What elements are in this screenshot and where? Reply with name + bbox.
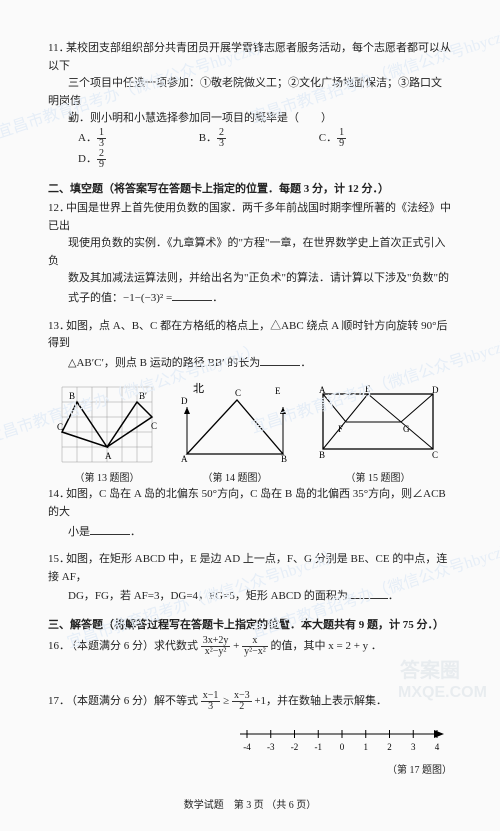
svg-text:B: B — [319, 450, 325, 460]
figure-13-caption: （第 13 题图） — [57, 469, 157, 484]
svg-text:F: F — [338, 424, 343, 434]
question-14: 14．如图，C 岛在 A 岛的北偏东 50°方向，C 岛在 B 岛的北偏西 35… — [48, 486, 452, 541]
svg-text:B: B — [281, 454, 287, 464]
svg-text:E: E — [365, 384, 371, 394]
svg-text:-2: -2 — [291, 742, 299, 752]
figure-14: 北 E A B C D （第 14 题图） — [175, 382, 295, 484]
svg-text:1: 1 — [364, 742, 369, 752]
question-13: 13．如图，点 A、B、C 都在方格纸的格点上，△ABC 绕点 A 顺时针方向旋… — [48, 318, 452, 373]
number-line: -4 -3 -2 -1 0 1 2 3 4 （第 17 题图） — [48, 722, 452, 776]
q11-line3: 勤．则小明和小慧选择参加同一项目的概率是（ ） — [48, 112, 332, 124]
svg-text:MXQE.COM: MXQE.COM — [398, 684, 487, 701]
q11-choices: A．13 B．23 C．19 D．29 — [48, 128, 452, 170]
svg-text:C: C — [235, 388, 241, 398]
svg-text:B: B — [69, 391, 75, 401]
question-16: 16．（本题满分 6 分）求代数式 3x+2yx²−y² + xy²−x² 的值… — [48, 636, 452, 657]
figure-15-caption: （第 15 题图） — [313, 469, 443, 484]
svg-text:A: A — [319, 385, 326, 395]
svg-text:C: C — [57, 422, 63, 432]
svg-text:G: G — [403, 424, 410, 434]
svg-text:C: C — [432, 450, 438, 460]
svg-text:3: 3 — [411, 742, 416, 752]
site-logo: 答案圈 MXQE.COM — [388, 657, 498, 706]
svg-text:答案圈: 答案圈 — [400, 658, 460, 682]
svg-text:-4: -4 — [243, 742, 251, 752]
question-12: 12．中国是世界上首先使用负数的国家．两千多年前战国时期李悝所著的《法经》中已出… — [48, 200, 452, 308]
q11-line1: 某校团支部组织部分共青团员开展学雷锋志愿者服务活动，每个志愿者都可以从以下 — [48, 42, 451, 72]
svg-text:A: A — [105, 451, 112, 461]
svg-text:D: D — [181, 396, 188, 406]
svg-text:E: E — [275, 386, 281, 396]
section-3-title: 三、解答题（将解答过程写在答题卡上指定的位置．本大题共有 9 题，计 75 分．… — [48, 616, 452, 632]
svg-text:北: 北 — [193, 382, 204, 395]
figures-row: A B C B′ C′ （第 13 题图） 北 E A B C D — [48, 382, 452, 484]
svg-text:B′: B′ — [139, 391, 147, 401]
figure-17-caption: （第 17 题图） — [48, 761, 452, 776]
q11-line2: 三个项目中任选一项参加：①敬老院做义工；②文化广场地面保洁；③路口文明岗值 — [48, 77, 442, 107]
svg-text:4: 4 — [435, 742, 440, 752]
svg-text:A: A — [181, 454, 188, 464]
svg-text:2: 2 — [387, 742, 392, 752]
page-footer: 数学试题 第 3 页 （共 6 页） — [48, 796, 452, 811]
svg-text:-1: -1 — [315, 742, 323, 752]
figure-15: A E D B C F G （第 15 题图） — [313, 382, 443, 484]
figure-13: A B C B′ C′ （第 13 题图） — [57, 382, 157, 484]
svg-text:D: D — [432, 385, 439, 395]
question-11: 11．某校团支部组织部分共青团员开展学雷锋志愿者服务活动，每个志愿者都可以从以下… — [48, 40, 452, 170]
svg-text:C′: C′ — [151, 421, 157, 431]
question-15: 15．如图，在矩形 ABCD 中，E 是边 AD 上一点，F、G 分别是 BE、… — [48, 551, 452, 606]
svg-text:0: 0 — [340, 742, 345, 752]
section-2-title: 二、填空题（将答案写在答题卡上指定的位置．每题 3 分，计 12 分．） — [48, 180, 452, 196]
svg-text:-3: -3 — [267, 742, 275, 752]
figure-14-caption: （第 14 题图） — [175, 469, 295, 484]
